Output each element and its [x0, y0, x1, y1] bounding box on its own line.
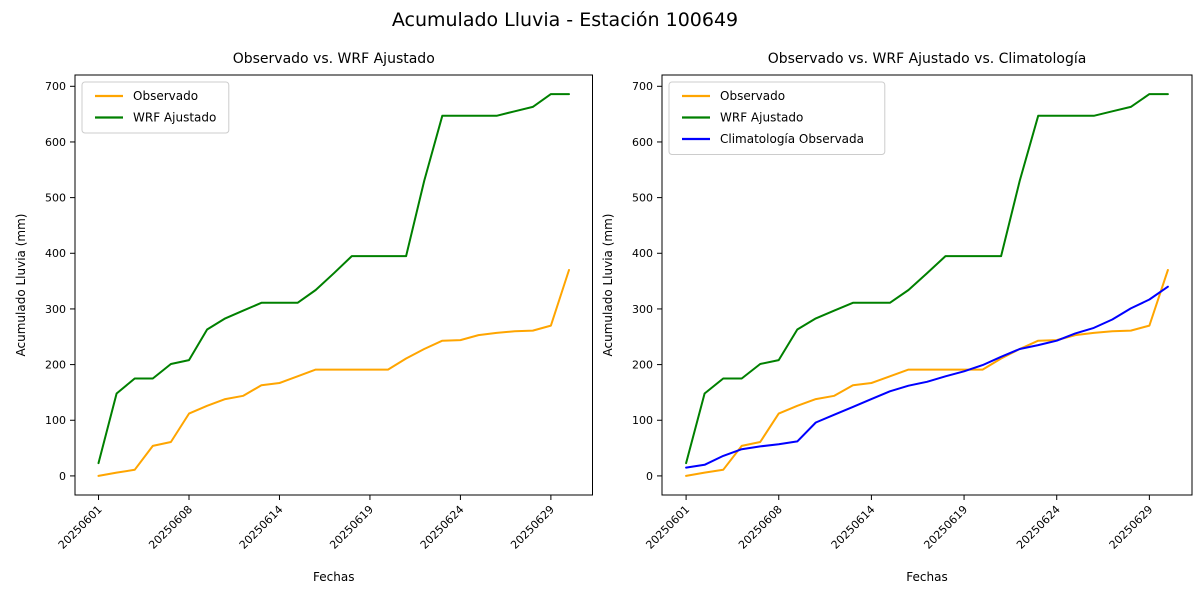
figure-suptitle: Acumulado Lluvia - Estación 100649 [391, 9, 739, 31]
legend: Observado WRF Ajustado [81, 81, 230, 134]
y-tick-label: 700 [632, 80, 653, 93]
legend-label: WRF Ajustado [133, 111, 216, 125]
subplot-left: Observado vs. WRF Ajustado 0 100 200 300 400 5… [14, 51, 593, 584]
series-line-climatolog-a-observada [685, 285, 1169, 469]
x-axis-label: Fechas [906, 570, 947, 584]
subplot-right: Observado vs. WRF Ajustado vs. Climatolo… [601, 51, 1193, 584]
legend: Observado WRF Ajustado Climatología Observ… [668, 81, 886, 155]
x-tick-label: 20250614 [829, 503, 878, 552]
y-tick-label: 200 [45, 358, 66, 371]
x-tick-label: 20250608 [736, 503, 785, 552]
x-tick-label: 20250608 [146, 503, 195, 552]
x-tick-label: 20250619 [327, 503, 376, 552]
y-tick-label: 100 [632, 414, 653, 427]
y-tick-label: 300 [45, 303, 66, 316]
x-tick-label: 20250601 [56, 503, 105, 552]
series-line-observado [97, 269, 570, 477]
y-tick-label: 600 [632, 136, 653, 149]
series-line-observado [685, 269, 1169, 477]
y-tick-label: 500 [632, 191, 653, 204]
y-tick-label: 0 [59, 470, 66, 483]
legend-label: Observado [133, 89, 198, 103]
x-tick-label: 20250614 [237, 503, 286, 552]
axes-frame [661, 74, 1193, 496]
legend-label: Observado [720, 89, 785, 103]
x-tick-label: 20250601 [643, 503, 692, 552]
y-tick-label: 600 [45, 136, 66, 149]
y-tick-label: 300 [632, 303, 653, 316]
x-tick-label: 20250619 [921, 503, 970, 552]
y-axis-label: Acumulado Lluvia (mm) [601, 214, 615, 357]
legend-box [81, 81, 230, 134]
x-tick-label: 20250624 [418, 503, 467, 552]
legend-label: Climatología Observada [720, 132, 864, 146]
y-tick-label: 0 [646, 470, 653, 483]
subplot-title: Observado vs. WRF Ajustado [233, 51, 435, 67]
y-tick-label: 200 [632, 358, 653, 371]
y-tick-label: 400 [45, 247, 66, 260]
x-tick-label: 20250629 [1107, 503, 1156, 552]
x-tick-label: 20250629 [508, 503, 557, 552]
x-axis-label: Fechas [313, 570, 354, 584]
y-tick-label: 700 [45, 80, 66, 93]
y-axis-label: Acumulado Lluvia (mm) [14, 214, 28, 357]
legend-label: WRF Ajustado [720, 111, 803, 125]
axes-frame [74, 74, 593, 496]
y-tick-label: 400 [632, 247, 653, 260]
legend-box [668, 81, 886, 155]
series-line-wrf-ajustado [97, 93, 570, 465]
subplot-title: Observado vs. WRF Ajustado vs. Climatolo… [768, 51, 1087, 67]
x-tick-label: 20250624 [1014, 503, 1063, 552]
series-line-wrf-ajustado [685, 93, 1169, 465]
y-tick-label: 100 [45, 414, 66, 427]
y-tick-label: 500 [45, 191, 66, 204]
